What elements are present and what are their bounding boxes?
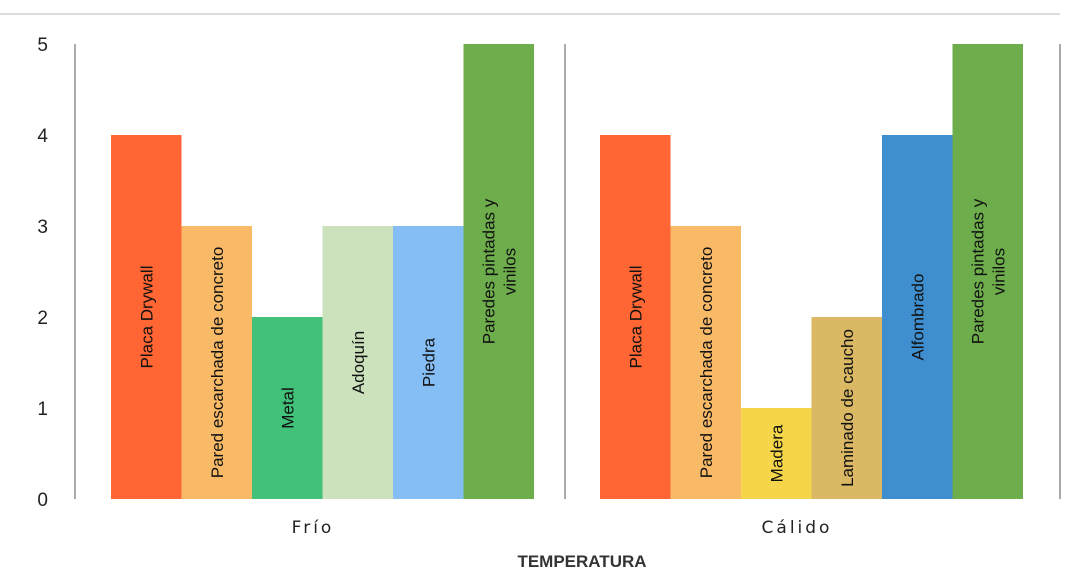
bar xyxy=(111,135,182,499)
bar xyxy=(393,226,464,499)
x-category-label: Cálido xyxy=(762,518,833,538)
bar xyxy=(811,317,882,499)
y-tick-label: 1 xyxy=(37,399,48,420)
bar-label: Metal xyxy=(278,387,297,429)
bar-label: Placa Drywall xyxy=(137,266,156,369)
y-axis: 0 1 2 3 4 5 xyxy=(37,35,48,511)
bar-label: Paredes pintadas y vinilos xyxy=(479,198,519,344)
bar xyxy=(252,317,323,499)
bar-label: Laminado de caucho xyxy=(838,329,857,487)
y-tick-label: 5 xyxy=(37,35,48,56)
bar xyxy=(670,226,741,499)
y-tick-label: 3 xyxy=(37,217,48,238)
bar-label: Paredes pintadas y vinilos xyxy=(968,198,1008,344)
bar xyxy=(741,408,812,499)
y-tick-label: 0 xyxy=(37,490,48,511)
y-tick-label: 4 xyxy=(37,126,48,147)
bar-label: Adoquín xyxy=(349,331,368,394)
bar-label: Piedra xyxy=(419,337,438,387)
bar-label: Pared escarchada de concreto xyxy=(208,247,227,479)
bar xyxy=(600,135,671,499)
y-tick-label: 2 xyxy=(37,308,48,329)
bar-label: Madera xyxy=(767,424,786,482)
group-dividers xyxy=(74,44,1061,499)
bar xyxy=(882,135,953,499)
bar xyxy=(181,226,252,499)
x-category-label: Frío xyxy=(292,518,335,538)
bar xyxy=(463,44,534,499)
x-axis-title: TEMPERATURA xyxy=(517,552,646,571)
bar xyxy=(322,226,393,499)
bar xyxy=(952,44,1023,499)
bar-label: Placa Drywall xyxy=(626,266,645,369)
bar-label: Pared escarchada de concreto xyxy=(697,247,716,479)
x-axis-categories: Frío Cálido xyxy=(292,518,833,538)
bars: Placa Drywall Pared escarchada de concret… xyxy=(111,44,1023,499)
bar-label: Alfombrado xyxy=(908,274,927,361)
